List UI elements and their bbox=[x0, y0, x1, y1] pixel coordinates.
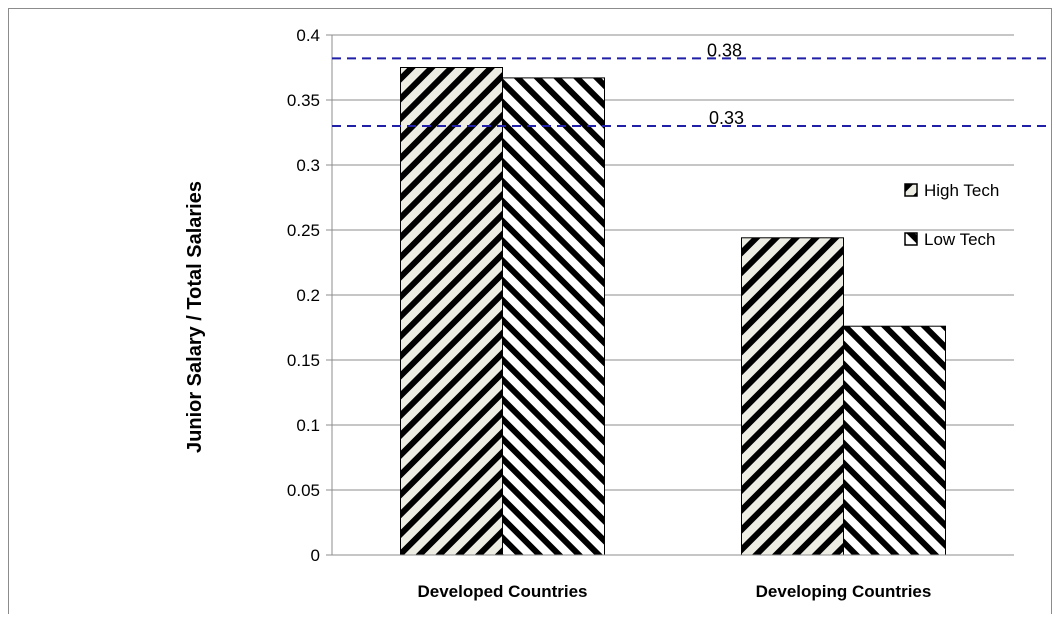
x-category-label: Developing Countries bbox=[756, 582, 932, 601]
y-tick-label: 0.35 bbox=[287, 91, 320, 110]
y-axis-ticks: 0 0.05 0.1 0.15 0.2 0.25 0.3 0.35 0.4 bbox=[287, 26, 333, 565]
y-tick-label: 0.05 bbox=[287, 481, 320, 500]
legend-swatch bbox=[904, 232, 918, 246]
bar-high-tech bbox=[741, 237, 844, 556]
y-tick-label: 0.1 bbox=[296, 416, 320, 435]
reference-line-label: 0.38 bbox=[707, 40, 742, 60]
legend: High Tech Low Tech bbox=[904, 181, 999, 249]
y-tick-label: 0.3 bbox=[296, 156, 320, 175]
y-tick-label: 0 bbox=[311, 546, 320, 565]
legend-swatch bbox=[904, 183, 918, 197]
bar-low-tech bbox=[502, 77, 605, 556]
reference-line-label: 0.33 bbox=[709, 108, 744, 128]
bars bbox=[400, 67, 946, 556]
bar-high-tech bbox=[400, 67, 503, 556]
y-tick-label: 0.4 bbox=[296, 26, 320, 45]
y-axis-title: Junior Salary / Total Salaries bbox=[184, 181, 206, 453]
y-tick-label: 0.15 bbox=[287, 351, 320, 370]
x-axis-categories: Developed Countries Developing Countries bbox=[332, 554, 1014, 601]
y-tick-label: 0.2 bbox=[296, 286, 320, 305]
reference-lines: 0.38 0.33 bbox=[332, 40, 1046, 128]
x-category-label: Developed Countries bbox=[417, 582, 587, 601]
legend-label: Low Tech bbox=[924, 230, 996, 249]
legend-label: High Tech bbox=[924, 181, 999, 200]
bar-low-tech bbox=[843, 325, 946, 556]
y-tick-label: 0.25 bbox=[287, 221, 320, 240]
